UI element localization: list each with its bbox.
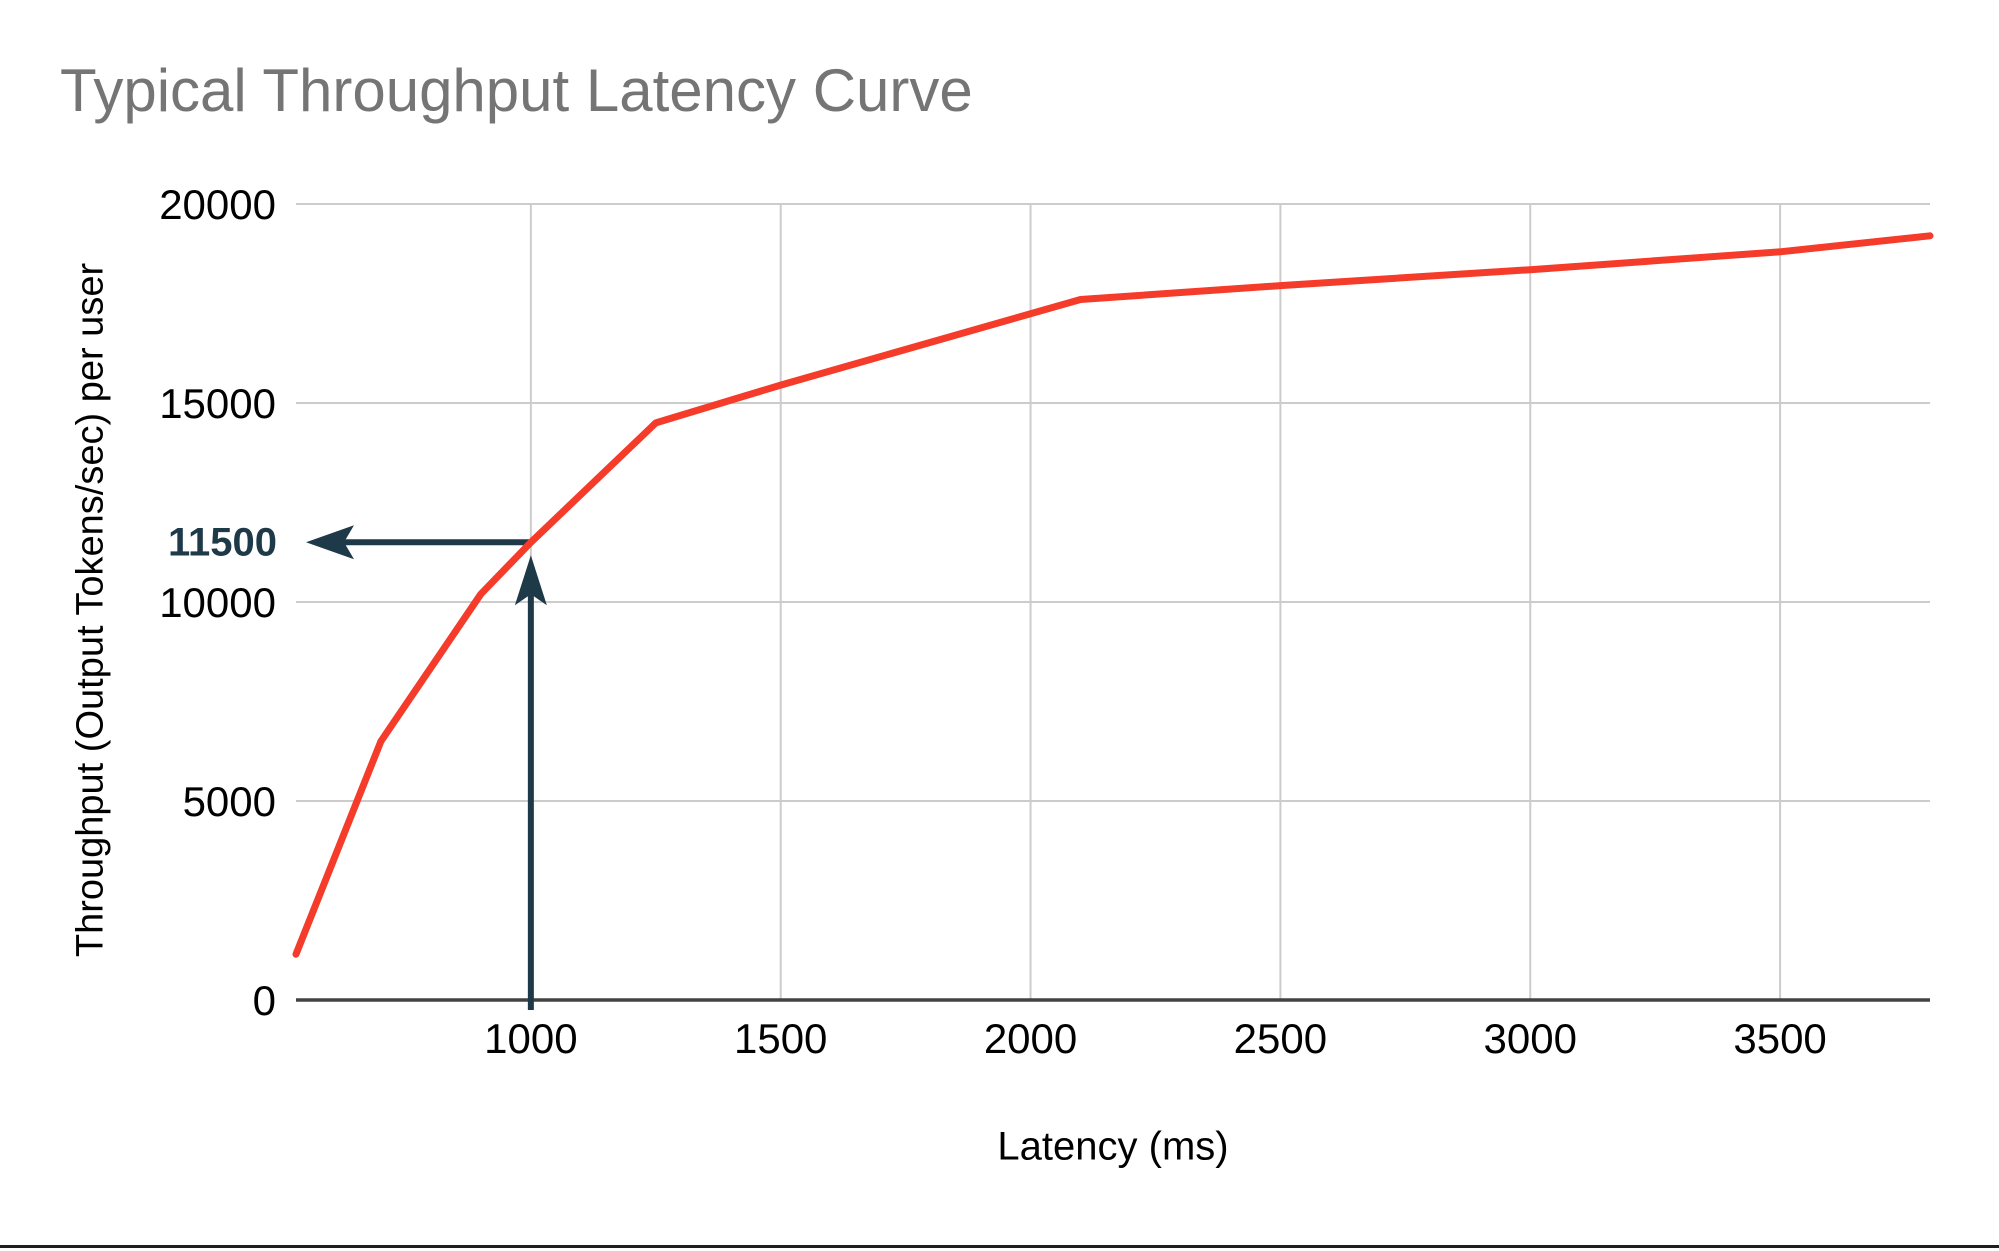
arrowhead-left-icon: [306, 525, 354, 560]
y-tick-label: 10000: [159, 579, 276, 626]
bottom-divider: [0, 1245, 1999, 1248]
y-tick-label: 5000: [183, 778, 276, 825]
x-tick-label: 2500: [1234, 1015, 1327, 1062]
x-axis-title: Latency (ms): [997, 1124, 1229, 1169]
annotation-value-label: 11500: [167, 520, 277, 565]
y-tick-label: 15000: [159, 380, 276, 427]
arrowhead-up-icon: [514, 555, 547, 606]
chart-title: Typical Throughput Latency Curve: [60, 57, 973, 124]
x-tick-label: 1500: [734, 1015, 827, 1062]
y-tick-label: 0: [253, 977, 276, 1024]
x-tick-label: 2000: [984, 1015, 1077, 1062]
y-tick-label: 20000: [159, 181, 276, 228]
x-tick-label: 3000: [1484, 1015, 1577, 1062]
x-tick-label: 3500: [1733, 1015, 1826, 1062]
throughput-curve: [292, 232, 1934, 958]
x-tick-label: 1000: [484, 1015, 577, 1062]
